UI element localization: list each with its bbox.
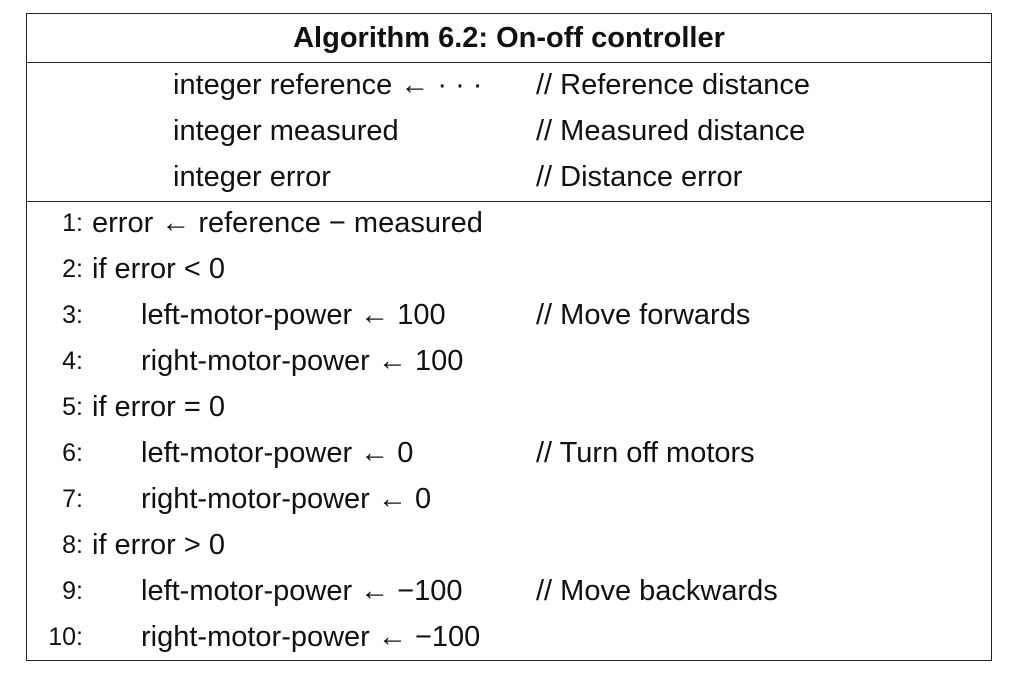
line-code: right-motor-power ← −100 [141, 621, 481, 653]
declaration-comment: // Measured distance [536, 115, 806, 147]
algorithm-title: Algorithm 6.2: On-off controller [293, 22, 725, 54]
algorithm-line: 2: if error < 0 [27, 246, 991, 292]
algorithm-line: 8: if error > 0 [27, 522, 991, 568]
declaration-code: integer measured [173, 115, 399, 147]
line-number: 8: [62, 531, 83, 559]
line-number: 3: [62, 301, 83, 329]
line-number: 10: [48, 623, 83, 651]
line-code: error ← reference − measured [92, 207, 483, 239]
algorithm-line: 4: right-motor-power ← 100 [27, 338, 991, 384]
declaration-row: integer reference ← · · · // Reference d… [27, 62, 991, 108]
line-code: if error < 0 [92, 253, 225, 285]
line-number: 6: [62, 439, 83, 467]
line-number: 5: [62, 393, 83, 421]
line-code: left-motor-power ← −100 [141, 575, 463, 607]
line-comment: // Move forwards [536, 299, 751, 331]
line-number: 7: [62, 485, 83, 513]
algorithm-line: 9: left-motor-power ← −100 // Move backw… [27, 568, 991, 614]
declaration-comment: // Distance error [536, 161, 743, 193]
declaration-code: integer reference ← · · · [173, 69, 483, 101]
line-code: right-motor-power ← 0 [141, 483, 432, 515]
line-code: if error > 0 [92, 529, 225, 561]
line-number: 1: [62, 209, 83, 237]
title-divider [27, 62, 991, 63]
line-number: 9: [62, 577, 83, 605]
algorithm-line: 7: right-motor-power ← 0 [27, 476, 991, 522]
line-number: 2: [62, 255, 83, 283]
line-comment: // Move backwards [536, 575, 778, 607]
algorithm-line: 3: left-motor-power ← 100 // Move forwar… [27, 292, 991, 338]
algorithm-line: 1: error ← reference − measured [27, 200, 991, 246]
declaration-code: integer error [173, 161, 331, 193]
declaration-row: integer measured // Measured distance [27, 108, 991, 154]
declaration-comment: // Reference distance [536, 69, 811, 101]
algorithm-line: 5: if error = 0 [27, 384, 991, 430]
algorithm-box: Algorithm 6.2: On-off controller integer… [26, 13, 992, 661]
line-code: left-motor-power ← 100 [141, 299, 446, 331]
declarations-divider [27, 201, 991, 202]
line-code: if error = 0 [92, 391, 225, 423]
line-number: 4: [62, 347, 83, 375]
line-comment: // Turn off motors [536, 437, 755, 469]
algorithm-line: 10: right-motor-power ← −100 [27, 614, 991, 660]
line-code: right-motor-power ← 100 [141, 345, 464, 377]
declaration-row: integer error // Distance error [27, 154, 991, 200]
line-code: left-motor-power ← 0 [141, 437, 414, 469]
algorithm-line: 6: left-motor-power ← 0 // Turn off moto… [27, 430, 991, 476]
